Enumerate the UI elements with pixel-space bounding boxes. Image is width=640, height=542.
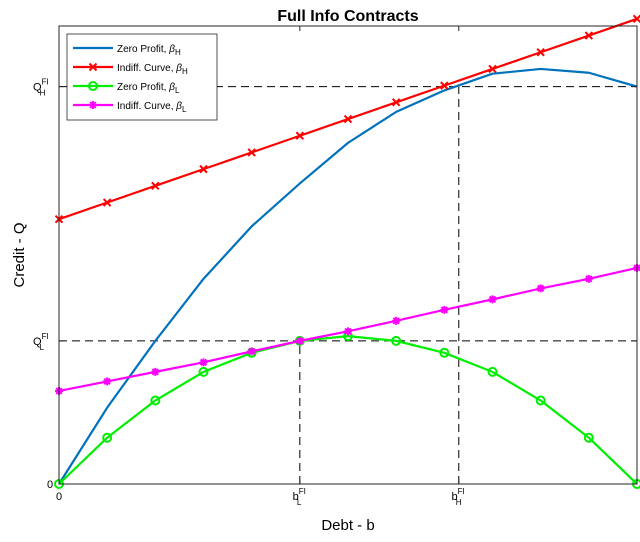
x-tick-label-1-sub: L — [297, 498, 302, 507]
series-2-point-8 — [439, 347, 450, 358]
legend-label-text-1: Indiff. Curve, — [117, 63, 176, 74]
legend-marker-1 — [88, 62, 98, 72]
x-tick-label-0: 0 — [56, 491, 62, 503]
legend-label-1: Indiff. Curve, βH — [117, 63, 188, 76]
y-tick-label-1: QFI L — [33, 332, 49, 352]
series-2-point-1 — [102, 432, 113, 443]
x-tick-label-2: bFI H — [452, 487, 465, 507]
series-2-point-10 — [535, 395, 546, 406]
y-tick-label-1-sub: L — [40, 343, 45, 352]
series-0-line — [58, 67, 638, 485]
x-tick-label-1-sup: FI — [299, 487, 306, 496]
x-tick-label-2-sub: H — [456, 498, 462, 507]
legend-label-3: Indiff. Curve, βL — [117, 101, 187, 114]
y-tick-label-1-main: Q — [33, 336, 42, 348]
legend-item-3: Indiff. Curve, βL — [73, 101, 187, 114]
legend-marker-2 — [88, 81, 98, 91]
series-1-point-6 — [343, 114, 353, 124]
series-3-point-6 — [344, 327, 352, 336]
series-1-point-12 — [632, 14, 640, 24]
y-tick-label-1-sup: FI — [42, 332, 49, 341]
series-2-point-3 — [198, 366, 209, 377]
series-2-line — [58, 335, 638, 485]
series-1-point-11 — [584, 31, 594, 40]
series-2-point-11 — [583, 432, 594, 443]
legend-label-greek-2: β — [168, 82, 175, 93]
y-tick-label-2-sup: FI — [42, 78, 49, 87]
legend-marker-3 — [89, 101, 97, 109]
series-3-point-8 — [440, 305, 449, 314]
legend-label-0: Zero Profit, βH — [117, 44, 181, 57]
series-1-point-1 — [102, 198, 112, 207]
series-3-point-3 — [199, 358, 208, 367]
series-1-point-2 — [151, 181, 160, 191]
y-tick-label-2-main: Q — [33, 82, 42, 94]
y-tick-label-0-main: 0 — [47, 479, 53, 491]
legend-label-greek-0: β — [168, 44, 175, 55]
x-tick-label-1: bFI L — [293, 487, 306, 507]
series-0 — [58, 67, 638, 485]
series-3-point-7 — [392, 316, 401, 325]
series-3-point-2 — [151, 367, 160, 376]
series-3-point-11 — [584, 274, 593, 283]
y-axis-label: Credit - Q — [11, 222, 28, 287]
series-layer — [54, 14, 640, 489]
legend-label-greek-1: β — [175, 63, 182, 74]
x-tick-label-2-main: b — [452, 491, 458, 503]
legend-label-sub-1: H — [182, 67, 188, 76]
series-1-point-4 — [247, 148, 256, 157]
legend-label-text-2: Zero Profit, — [117, 82, 169, 93]
x-tick-label-0-main: 0 — [56, 491, 62, 503]
series-3-point-1 — [103, 377, 112, 386]
series-1-point-9 — [488, 64, 497, 74]
legend-label-2: Zero Profit, βL — [117, 82, 180, 95]
chart-title: Full Info Contracts — [277, 8, 418, 25]
series-1 — [54, 14, 640, 224]
legend-label-sub-2: L — [175, 86, 180, 95]
x-axis-label: Debt - b — [321, 517, 374, 534]
legend-item-0: Zero Profit, βH — [73, 44, 181, 57]
series-3-point-9 — [488, 295, 497, 304]
y-tick-label-0: 0 — [47, 479, 53, 491]
series-2 — [54, 331, 640, 489]
series-1-point-7 — [391, 98, 401, 107]
legend-label-text-3: Indiff. Curve, — [117, 101, 176, 112]
series-2-point-9 — [487, 366, 498, 377]
series-3-point-10 — [536, 284, 545, 293]
x-tick-label-2-sup: FI — [458, 487, 465, 496]
legend-item-1: Indiff. Curve, βH — [73, 62, 188, 76]
y-tick-label-2: QFI H — [33, 78, 49, 98]
legend-label-greek-3: β — [175, 101, 182, 112]
series-3-point-4 — [247, 347, 256, 356]
legend-item-2: Zero Profit, βL — [73, 81, 180, 95]
series-1-point-8 — [440, 81, 449, 90]
series-2-point-2 — [150, 395, 161, 406]
legend-label-text-0: Zero Profit, — [117, 44, 169, 55]
series-3-point-5 — [295, 336, 304, 345]
legend-label-sub-3: L — [182, 105, 187, 114]
plot-frame — [58, 25, 638, 485]
series-2-point-7 — [391, 335, 402, 346]
series-1-point-10 — [536, 48, 545, 57]
x-tick-label-1-main: b — [293, 491, 299, 503]
series-1-point-3 — [199, 164, 208, 174]
legend-label-sub-0: H — [175, 48, 181, 57]
y-tick-label-2-sub: H — [40, 89, 46, 98]
series-1-point-5 — [295, 131, 305, 140]
